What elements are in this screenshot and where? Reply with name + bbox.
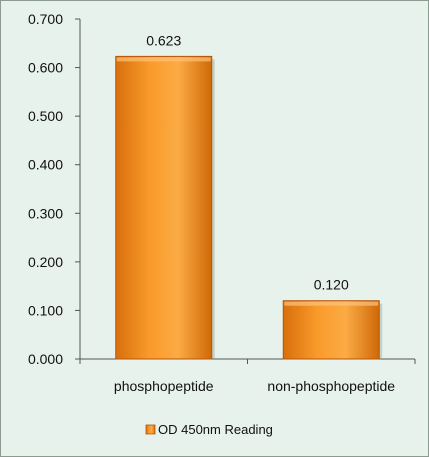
bar [115, 55, 213, 360]
x-axis: phosphopeptide non-phosphopeptide [79, 358, 416, 394]
y-axis: 0.000 0.100 0.200 0.300 0.400 0.500 0.600 0.700 [28, 11, 81, 367]
bars: 0.623 0.120 [115, 32, 383, 360]
x-tick-label: non-phosphopeptide [267, 378, 395, 394]
legend-swatch [145, 424, 156, 435]
y-tick-label: 0.100 [28, 302, 63, 318]
y-tick-label: 0.400 [28, 157, 63, 173]
legend: OD 450nm Reading [145, 422, 273, 437]
bar-highlight [284, 301, 379, 306]
y-tick-label: 0.600 [28, 60, 63, 76]
data-label: 0.623 [146, 32, 181, 48]
y-tick-label: 0.700 [28, 11, 63, 27]
data-label: 0.120 [314, 277, 349, 293]
legend-label: OD 450nm Reading [158, 422, 273, 437]
bar [282, 300, 380, 360]
x-tick-label: phosphopeptide [114, 378, 214, 394]
bar-highlight [116, 57, 211, 62]
y-tick-label: 0.300 [28, 205, 63, 221]
y-tick-label: 0.000 [28, 351, 63, 367]
y-tick-label: 0.200 [28, 254, 63, 270]
y-tick-label: 0.500 [28, 108, 63, 124]
